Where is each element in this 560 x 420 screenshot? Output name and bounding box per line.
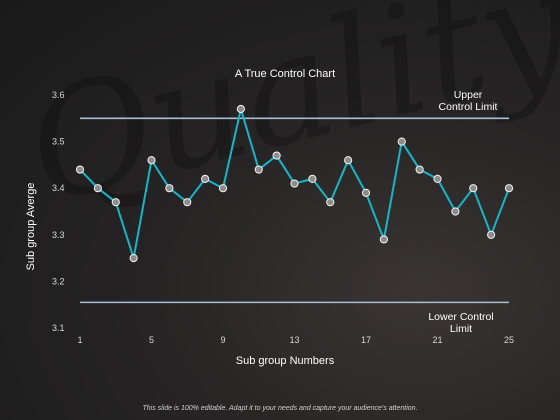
lower-control-limit-label: Limit xyxy=(450,323,472,335)
x-tick-label: 9 xyxy=(220,335,225,345)
y-tick-label: 3.5 xyxy=(52,137,65,147)
data-point xyxy=(236,104,245,114)
x-axis-label: Sub group Numbers xyxy=(236,355,335,367)
data-point xyxy=(361,188,371,197)
x-tick-label: 13 xyxy=(289,335,299,345)
data-point xyxy=(290,179,299,188)
x-tick-label: 1 xyxy=(77,335,82,345)
data-point xyxy=(433,174,442,183)
upper-control-limit-label: Upper xyxy=(454,89,483,101)
y-axis-label: Sub group Averge xyxy=(25,183,37,271)
x-tick-label: 17 xyxy=(361,335,371,345)
data-point xyxy=(379,235,388,244)
y-tick-label: 3.4 xyxy=(52,183,65,193)
data-point xyxy=(183,198,192,207)
upper-control-limit-label: Control Limit xyxy=(439,101,498,113)
data-point xyxy=(75,165,85,174)
chart-title: A True Control Chart xyxy=(235,68,335,80)
data-point xyxy=(344,156,353,165)
slide-footer: This slide is 100% editable. Adapt it to… xyxy=(142,405,418,412)
data-point xyxy=(218,184,228,193)
data-point xyxy=(415,165,424,174)
data-point xyxy=(254,165,263,174)
data-point xyxy=(272,151,281,160)
data-point xyxy=(326,198,335,207)
y-tick-label: 3.2 xyxy=(52,276,65,286)
x-tick-label: 5 xyxy=(149,335,154,345)
data-point xyxy=(93,184,102,193)
data-point xyxy=(111,198,120,207)
x-tick-label: 25 xyxy=(504,335,514,345)
data-point xyxy=(469,184,478,193)
y-tick-label: 3.3 xyxy=(52,230,65,240)
y-tick-label: 3.1 xyxy=(52,323,65,333)
lower-control-limit-label: Lower Control xyxy=(428,311,493,323)
data-point xyxy=(397,137,406,146)
data-point xyxy=(147,156,156,165)
x-tick-label: 21 xyxy=(432,335,442,345)
data-point xyxy=(308,174,317,183)
y-tick-label: 3.6 xyxy=(52,90,65,100)
data-point xyxy=(165,184,174,193)
data-point xyxy=(451,207,460,216)
data-point xyxy=(504,184,514,193)
data-point xyxy=(487,230,496,239)
data-point xyxy=(129,254,138,263)
data-point xyxy=(201,174,210,183)
